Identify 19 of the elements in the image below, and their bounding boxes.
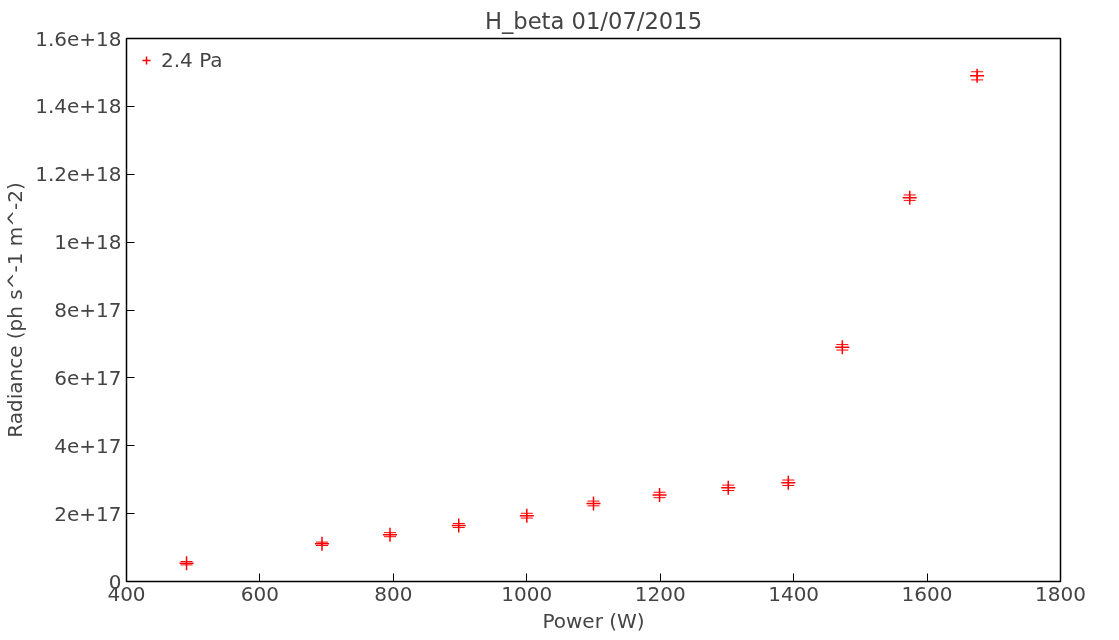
y-axis-title: Radiance (ph s^-1 m^-2) xyxy=(3,182,28,438)
x-tick-label: 800 xyxy=(374,581,413,606)
x-tick-label: 600 xyxy=(240,581,280,606)
x-tick-label: 1800 xyxy=(1035,581,1086,606)
x-tick-label: 1600 xyxy=(901,581,953,606)
y-tick-label: 4e+17 xyxy=(54,433,122,458)
chart-title: H_beta 01/07/2015 xyxy=(484,7,703,34)
y-tick-label: 1.4e+18 xyxy=(35,94,122,119)
legend-label: 2.4 Pa xyxy=(161,48,223,72)
y-tick-label: 8e+17 xyxy=(54,298,122,322)
y-tick-label: 6e+17 xyxy=(54,365,122,390)
x-tick-label: 1000 xyxy=(501,581,553,606)
y-tick-label: 1.2e+18 xyxy=(35,162,122,187)
x-tick-label: 1200 xyxy=(634,581,686,606)
x-axis-title: Power (W) xyxy=(542,608,645,633)
y-tick-label: 1e+18 xyxy=(54,230,122,255)
x-tick-label: 1400 xyxy=(768,581,820,606)
y-tick-label: 1.6e+18 xyxy=(35,26,122,51)
y-tick-label: 2e+17 xyxy=(54,501,122,526)
